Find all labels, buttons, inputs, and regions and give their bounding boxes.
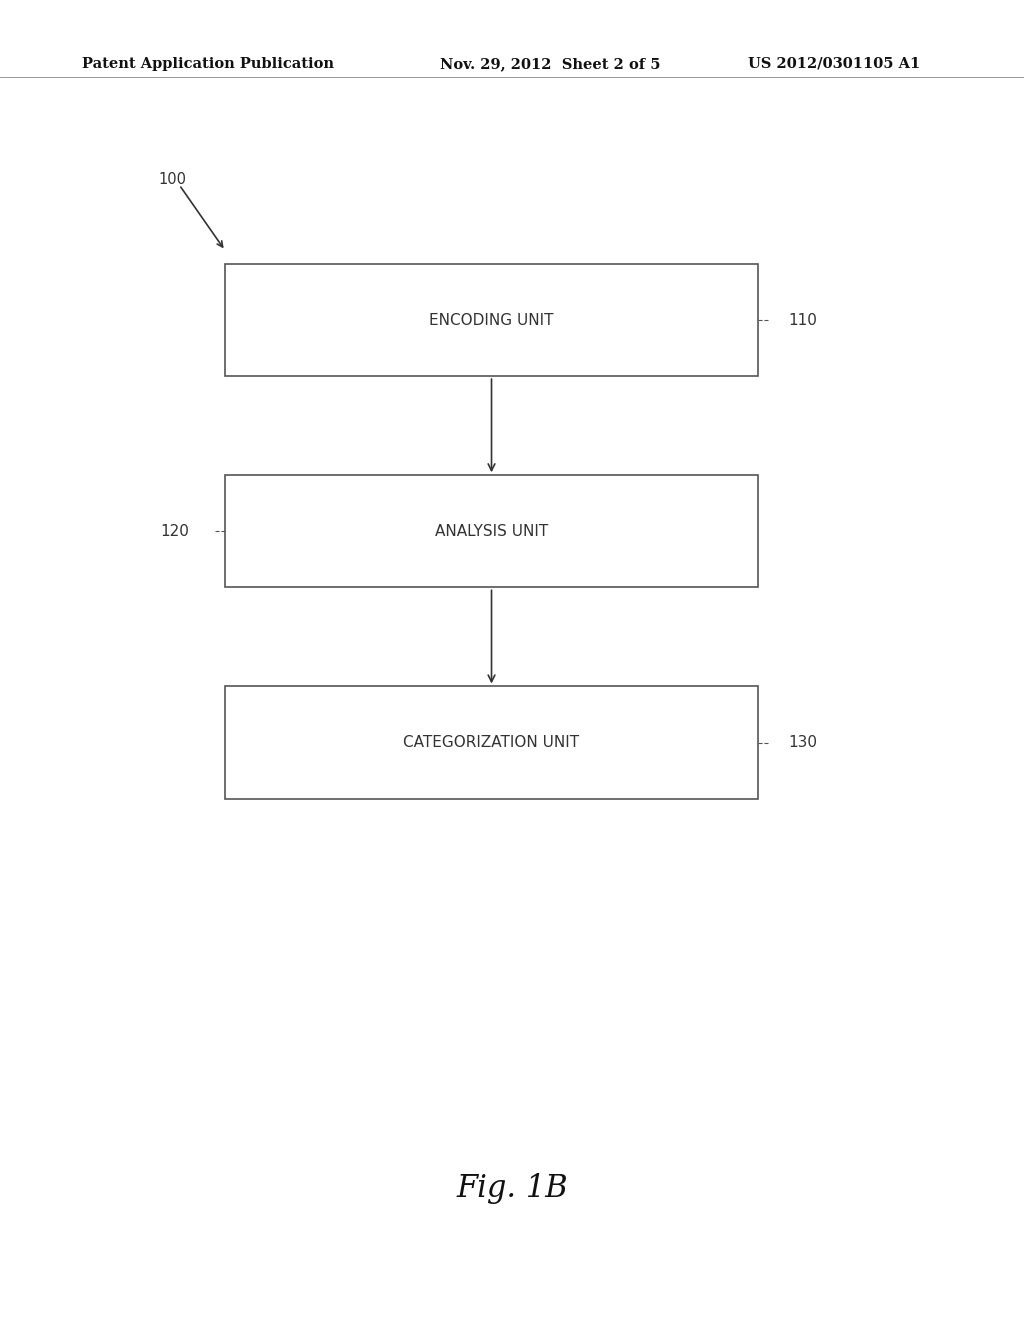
Text: ENCODING UNIT: ENCODING UNIT — [429, 313, 554, 327]
Text: 120: 120 — [161, 524, 189, 539]
Text: 100: 100 — [159, 172, 186, 186]
FancyBboxPatch shape — [225, 686, 758, 799]
Text: 110: 110 — [788, 313, 817, 327]
Text: Nov. 29, 2012  Sheet 2 of 5: Nov. 29, 2012 Sheet 2 of 5 — [440, 57, 660, 71]
FancyBboxPatch shape — [225, 475, 758, 587]
Text: ANALYSIS UNIT: ANALYSIS UNIT — [435, 524, 548, 539]
Text: CATEGORIZATION UNIT: CATEGORIZATION UNIT — [403, 735, 580, 750]
FancyBboxPatch shape — [225, 264, 758, 376]
Text: 130: 130 — [788, 735, 817, 750]
Text: Patent Application Publication: Patent Application Publication — [82, 57, 334, 71]
Text: US 2012/0301105 A1: US 2012/0301105 A1 — [748, 57, 920, 71]
Text: Fig. 1B: Fig. 1B — [456, 1172, 568, 1204]
